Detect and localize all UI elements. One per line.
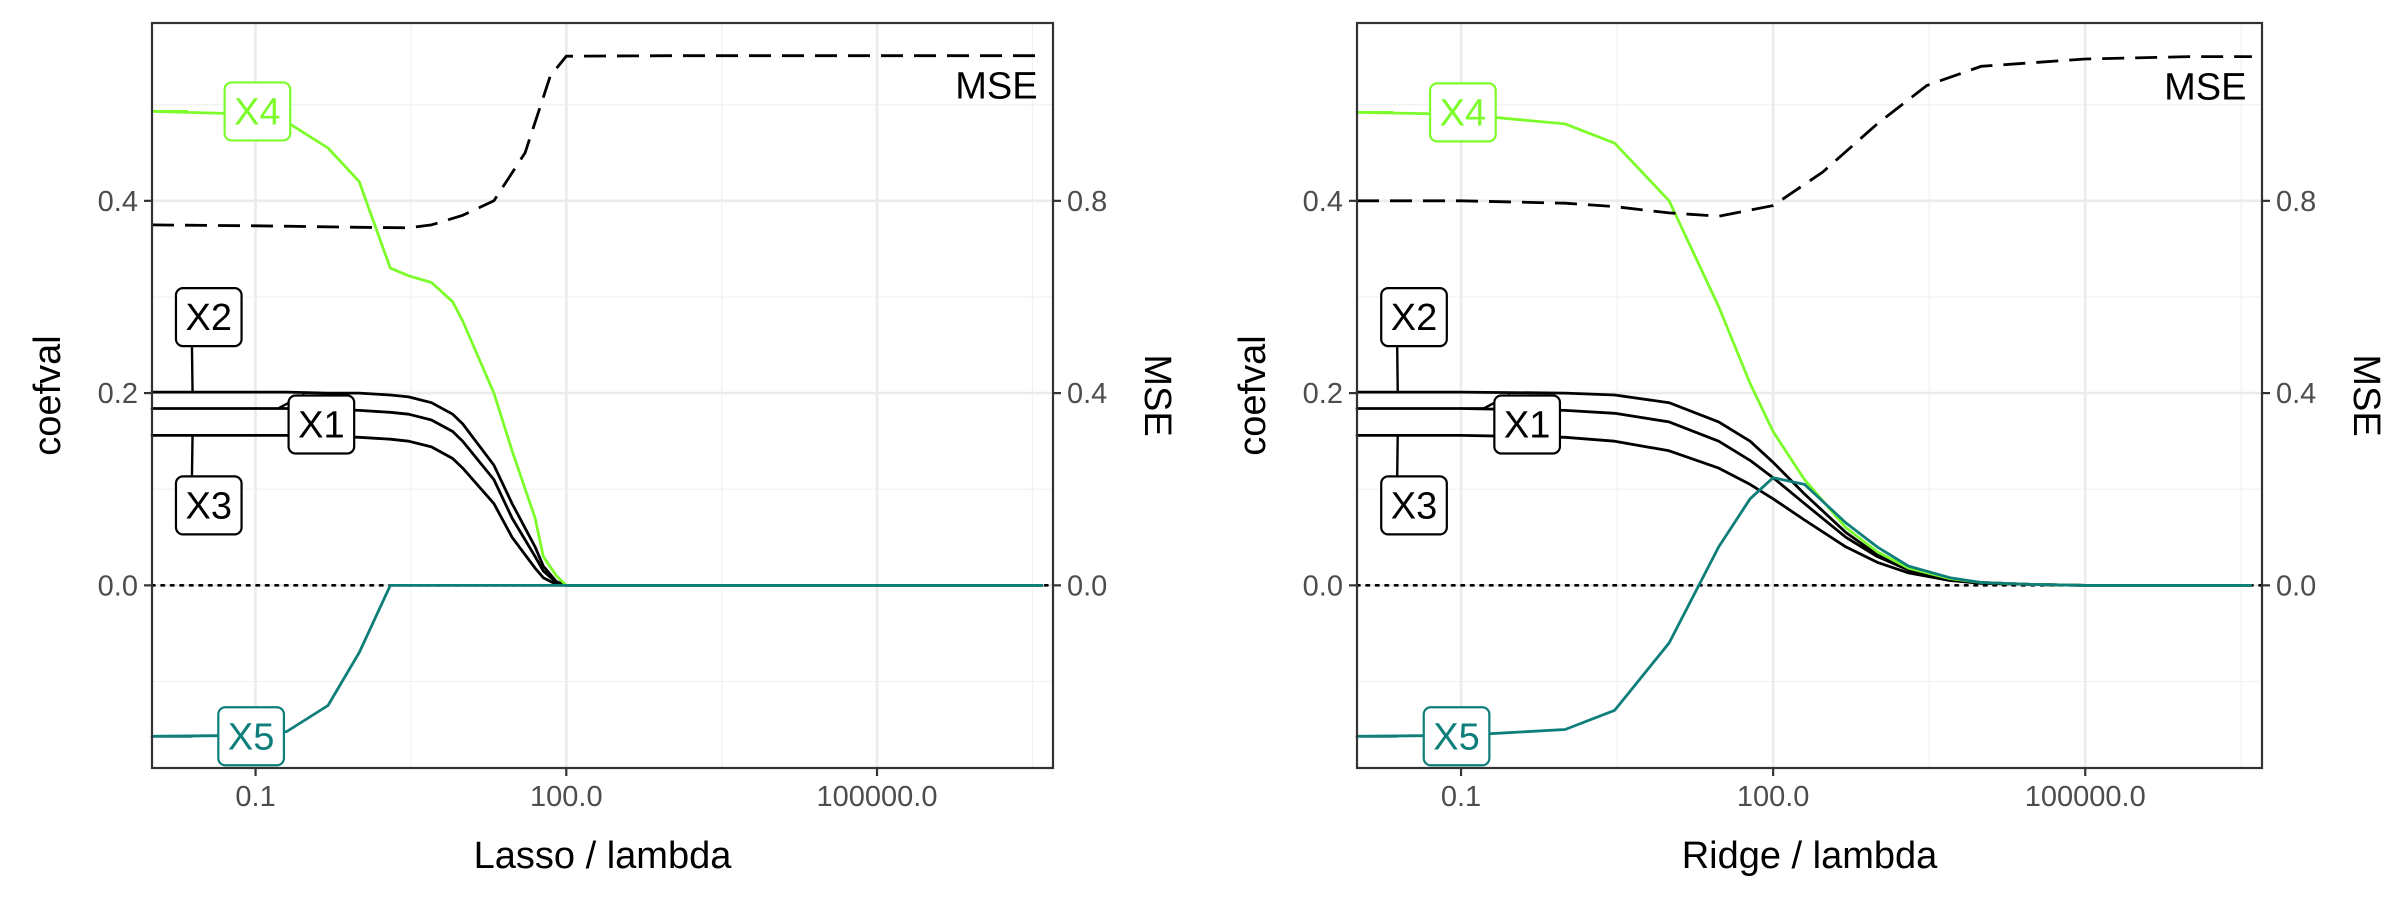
x-tick-label: 100.0 [530,781,603,813]
label-leader-x2 [1396,347,1399,393]
x-tick-label: 100.0 [1737,781,1810,813]
y2-tick-label: 0.4 [2276,378,2316,410]
y2-tick-label: 0.0 [1067,570,1107,602]
y2-axis-title: MSE [1136,354,1178,436]
y-tick-label: 0.0 [98,570,138,602]
series-label-x3: X3 [1391,485,1437,527]
y-tick-label: 0.0 [1303,570,1343,602]
label-leader-x3 [190,435,194,476]
y-tick-label: 0.2 [1303,378,1343,410]
panel-lasso: X4 X2 X1 X3 X5 MSE 0.1 100.0 100000.0 0.0 0.2 0.4 0.… [27,21,1178,877]
series-label-x4: X4 [1440,92,1486,134]
x-tick-label: 0.1 [235,781,275,813]
series-label-x4: X4 [234,91,280,133]
x-tick-label: 100000.0 [2025,781,2146,813]
series-label-x3: X3 [186,485,232,527]
y2-tick-label: 0.8 [1067,186,1107,218]
y-axis-title: coefval [27,335,69,455]
label-leader-x3 [1396,435,1399,476]
x-tick-label: 0.1 [1441,781,1481,813]
panel-border [1355,21,2264,770]
label-box-x1 [287,394,356,455]
label-box-x3 [1380,475,1448,536]
label-box-x1 [1493,394,1562,455]
label-box-x5 [217,706,286,767]
label-box-x2 [174,287,243,348]
y2-tick-label: 0.0 [2276,570,2316,602]
y-tick-label: 0.4 [98,186,138,218]
y-tick-label: 0.2 [98,378,138,410]
series-label-x2: X2 [1391,297,1437,339]
label-box-x4 [1428,82,1497,143]
series-line-x5 [1355,476,2252,738]
x-axis-title: Ridge / lambda [1682,835,1938,877]
series-line-mse [151,54,1043,230]
label-box-x5 [1422,706,1491,767]
series-label-mse: MSE [955,66,1037,108]
label-leader-x2 [190,347,194,393]
series-line-mse [1357,55,2252,218]
y2-axis-title: MSE [2345,354,2387,436]
y2-tick-label: 0.8 [2276,186,2316,218]
series-line-x5 [150,584,1043,738]
x-tick-label: 100000.0 [817,781,938,813]
panel-ridge: X4 X2 X1 X3 X5 MSE 0.1 100.0 100000.0 0.0 0.2 0.4 0.… [1232,21,2387,877]
y-axis-title: coefval [1232,335,1274,455]
panel-border [150,21,1055,770]
label-box-x2 [1380,287,1448,348]
label-box-x4 [223,81,292,142]
series-label-x1: X1 [298,404,344,446]
x-axis-title: Lasso / lambda [474,835,733,877]
series-label-x1: X1 [1504,404,1550,446]
series-label-x2: X2 [186,297,232,339]
series-label-mse: MSE [2164,67,2246,109]
series-label-x5: X5 [228,716,274,758]
y2-tick-label: 0.4 [1067,378,1107,410]
series-label-x5: X5 [1433,716,1479,758]
y-tick-label: 0.4 [1303,186,1343,218]
label-box-x3 [174,475,243,536]
